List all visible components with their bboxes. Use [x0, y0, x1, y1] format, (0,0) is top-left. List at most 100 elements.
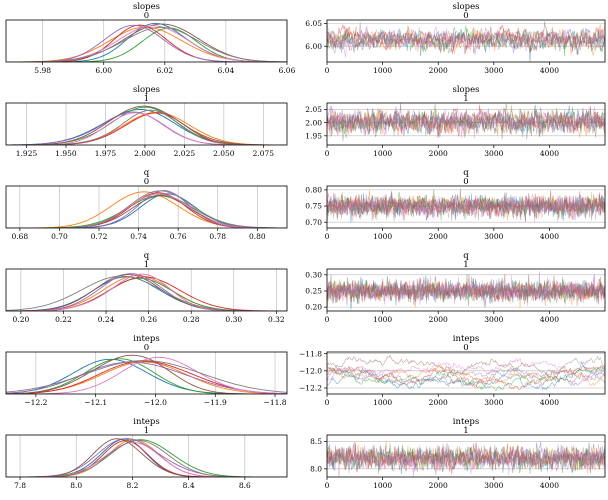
panel-subtitle: 0 [463, 177, 468, 187]
trace-line-chain-6 [327, 357, 605, 383]
density-curve-chain-1 [6, 26, 287, 62]
density-curve-chain-5 [6, 105, 287, 145]
y-tick-label: 8.5 [310, 437, 322, 446]
x-tick-label: 5.98 [34, 66, 51, 75]
x-tick-label: 1.925 [16, 149, 38, 158]
trace-panel-inteps-1 [324, 434, 606, 480]
x-tick-label: 1.975 [95, 149, 117, 158]
panel-subtitle: 1 [144, 260, 149, 270]
x-tick-label: −12.1 [84, 398, 107, 407]
x-tick-label: 0.68 [12, 232, 29, 241]
x-tick-label: 2000 [429, 66, 448, 75]
trace-line-chain-7 [327, 355, 605, 388]
x-tick-label: 0 [325, 315, 330, 324]
panel-subtitle: 0 [144, 343, 149, 353]
panel-title: q [463, 168, 469, 178]
panel-subtitle: 0 [144, 177, 149, 187]
y-tick-label: 0.30 [305, 270, 322, 279]
x-tick-label: 0.22 [55, 315, 72, 324]
y-tick-label: 2.05 [305, 105, 322, 114]
x-tick-label: 0.32 [268, 315, 285, 324]
x-tick-label: 0.78 [209, 232, 226, 241]
x-tick-label: 2.075 [253, 149, 275, 158]
x-tick-label: 2.050 [213, 149, 235, 158]
trace-line-chain-1 [327, 365, 605, 386]
density-curve-chain-1 [6, 111, 287, 145]
trace-panel-q-1 [324, 268, 606, 314]
panel-title: inteps [453, 334, 479, 344]
trace-panel-inteps-0 [324, 351, 606, 397]
panel-subtitle: 1 [463, 94, 468, 104]
x-tick-label: 0.76 [170, 232, 187, 241]
density-curve-chain-2 [6, 194, 287, 228]
y-tick-label: 6.05 [305, 19, 322, 28]
x-tick-label: 0.24 [98, 315, 115, 324]
panel-subtitle: 0 [463, 343, 468, 353]
density-curve-chain-6 [6, 112, 287, 145]
x-tick-label: 2000 [429, 149, 448, 158]
x-tick-label: 2.000 [134, 149, 156, 158]
axes-frame [5, 268, 288, 312]
density-curve-chain-7 [6, 275, 287, 311]
x-tick-label: 3000 [484, 398, 503, 407]
y-tick-label: 0.25 [305, 287, 322, 296]
trace-line-chain-7 [327, 106, 605, 142]
series-group [327, 354, 605, 392]
panel-title: slopes [452, 85, 479, 95]
x-tick-label: 4000 [540, 398, 559, 407]
trace-line-chain-2 [327, 367, 605, 392]
trace-line-chain-7 [327, 276, 605, 308]
panel-title: inteps [133, 417, 159, 427]
axes-frame [326, 434, 606, 478]
y-tick-label: 0.80 [305, 185, 322, 194]
trace-line-chain-7 [327, 442, 605, 474]
y-tick-label: −12.2 [299, 384, 322, 393]
density-curve-chain-4 [6, 111, 287, 145]
x-tick-label: 6.04 [218, 66, 235, 75]
density-panel-inteps-1 [5, 434, 288, 480]
density-panel-slopes-1 [5, 102, 288, 148]
series-group [327, 271, 605, 310]
y-tick-label: 8.0 [310, 464, 322, 473]
x-tick-label: 2000 [429, 315, 448, 324]
density-curve-chain-7 [6, 360, 287, 393]
x-tick-label: 8.2 [126, 481, 138, 490]
trace-line-chain-3 [327, 364, 605, 390]
x-tick-label: −12.2 [24, 398, 47, 407]
y-tick-label: −11.8 [299, 349, 322, 358]
series-group [6, 22, 287, 62]
density-curve-chain-5 [6, 195, 287, 228]
panel-title: q [144, 251, 150, 261]
trace-panel-slopes-1 [324, 102, 606, 148]
panel-title: slopes [452, 2, 479, 12]
trace-line-chain-5 [327, 21, 605, 55]
y-tick-label: 0.75 [305, 202, 322, 211]
x-tick-label: 4000 [540, 232, 559, 241]
x-tick-label: 0.70 [51, 232, 68, 241]
trace-line-chain-7 [327, 27, 605, 54]
density-curve-chain-2 [6, 277, 287, 311]
x-tick-label: 0.20 [13, 315, 30, 324]
x-tick-label: 0.26 [140, 315, 157, 324]
x-tick-label: 4000 [540, 315, 559, 324]
x-tick-label: 0.80 [249, 232, 266, 241]
trace-line-chain-0 [327, 362, 605, 391]
axes-frame [5, 102, 288, 146]
x-tick-label: −11.8 [264, 398, 287, 407]
density-curve-chain-2 [6, 358, 287, 394]
x-tick-label: 2000 [429, 398, 448, 407]
series-group [6, 105, 287, 145]
x-tick-label: 8.0 [70, 481, 82, 490]
x-tick-label: 0 [325, 481, 330, 490]
series-group [6, 354, 287, 394]
density-panel-q-1 [5, 268, 288, 314]
series-group [327, 440, 605, 477]
x-tick-label: 6.00 [95, 66, 112, 75]
density-curve-chain-6 [6, 25, 287, 62]
density-curve-chain-1 [6, 191, 287, 228]
x-tick-label: 4000 [540, 66, 559, 75]
axes-frame [326, 185, 606, 229]
panel-title: q [463, 251, 469, 261]
y-tick-label: 2.00 [305, 118, 322, 127]
